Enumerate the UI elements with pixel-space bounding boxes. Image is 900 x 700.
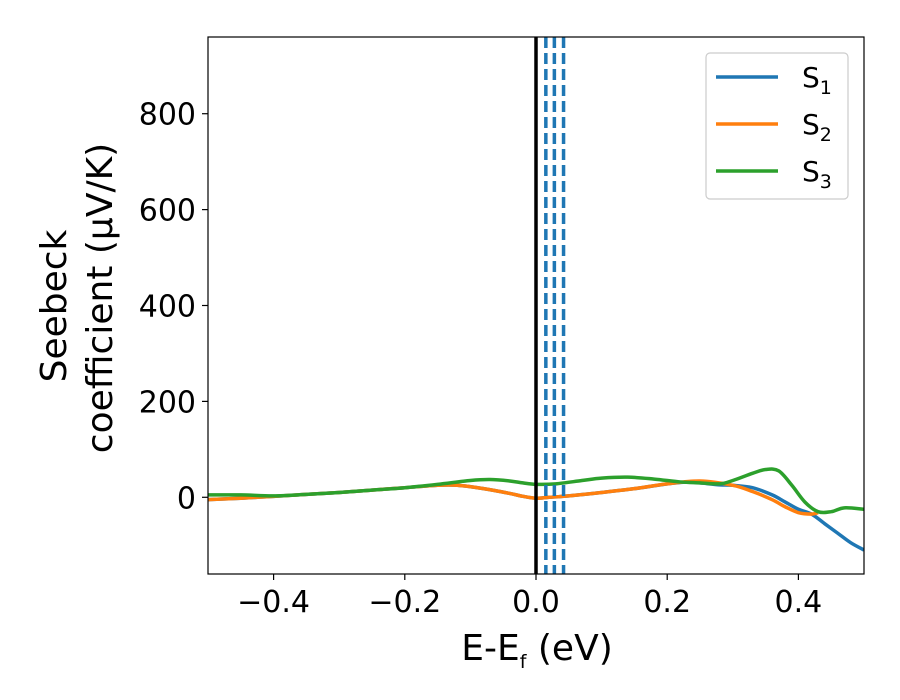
legend-label-subscript: 3 <box>820 171 832 193</box>
legend-label-subscript: 2 <box>820 124 832 146</box>
x-axis-label: E-Ef (eV) <box>461 628 613 673</box>
x-tick-label: 0.2 <box>643 585 691 620</box>
x-tick-label: −0.4 <box>237 585 310 620</box>
legend-label-s3: S3 <box>802 155 832 193</box>
plot-content <box>208 37 864 574</box>
y-axis-label-line2: coefficient (μV/K) <box>80 143 121 453</box>
y-axis-label-line1: Seebeck <box>34 229 75 382</box>
legend-label-main: S <box>802 155 820 188</box>
legend-label-main: S <box>802 108 820 141</box>
x-tick-label: 0.4 <box>775 585 823 620</box>
tick-layer: −0.4 −0.2 0.0 0.2 0.4 0 200 400 600 800 <box>139 98 823 620</box>
y-tick-label: 600 <box>139 194 196 229</box>
y-tick-label: 200 <box>139 385 196 420</box>
label-layer: E-Ef (eV) Seebeck coefficient (μV/K) <box>34 143 613 673</box>
x-tick-label: 0.0 <box>512 585 560 620</box>
y-tick-label: 400 <box>139 290 196 325</box>
legend-label-main: S <box>802 61 820 94</box>
y-tick-label: 0 <box>177 481 196 516</box>
legend-label-s1: S1 <box>802 61 832 99</box>
x-tick-label: −0.2 <box>368 585 441 620</box>
legend-label-subscript: 1 <box>820 77 832 99</box>
series-line-s3 <box>208 467 864 515</box>
legend-box <box>705 52 849 200</box>
y-tick-label: 800 <box>139 98 196 133</box>
legend-label-s2: S2 <box>802 108 832 146</box>
